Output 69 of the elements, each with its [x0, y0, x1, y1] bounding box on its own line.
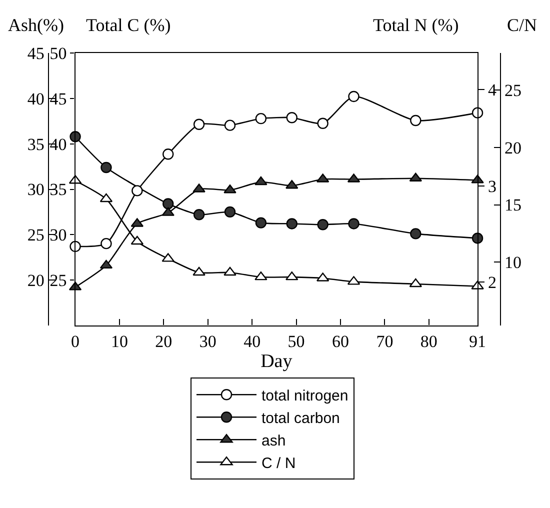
- y-tick-label: 40: [50, 134, 67, 154]
- point: [193, 118, 205, 130]
- point: [255, 217, 267, 228]
- x-tick-label: 70: [376, 332, 394, 351]
- y3-tick-label: 25: [27, 226, 44, 245]
- y-tick-label: 35: [50, 180, 67, 200]
- y2-tick-label: 3: [488, 176, 497, 196]
- x-tick-label: 91: [469, 332, 486, 351]
- point: [132, 185, 143, 196]
- point: [409, 278, 422, 288]
- x-tick-label: 40: [244, 332, 261, 351]
- point: [348, 90, 360, 102]
- x-tick-label: 30: [199, 332, 216, 351]
- y3-tick-label: 45: [27, 44, 44, 64]
- point: [410, 114, 422, 126]
- point: [162, 198, 174, 210]
- y-tick-label: 20: [504, 138, 522, 158]
- y2-tick-label: 4: [488, 80, 498, 100]
- y3-tick-label: 35: [27, 134, 44, 154]
- y3-axis-title: Ash(%): [8, 15, 64, 35]
- point: [317, 118, 328, 129]
- y-tick-label: 25: [504, 80, 522, 100]
- point: [472, 107, 484, 118]
- x-tick-label: 20: [155, 332, 172, 351]
- y2-axis-title: Total N (%): [373, 15, 459, 35]
- point: [286, 271, 298, 280]
- y-tick-label: 30: [50, 226, 67, 245]
- y-tick-label: 45: [50, 90, 67, 109]
- point: [162, 148, 174, 160]
- point: [317, 219, 328, 230]
- point: [100, 238, 112, 250]
- point: [70, 240, 81, 252]
- legend-label: total carbon: [262, 410, 340, 427]
- y-tick-label: 50: [50, 44, 67, 64]
- y2-tick-label: 2: [488, 272, 497, 292]
- point: [255, 112, 267, 124]
- point: [348, 218, 360, 230]
- point: [224, 120, 236, 131]
- point: [224, 206, 236, 218]
- legend-label: ash: [262, 432, 286, 450]
- point: [100, 193, 113, 202]
- point: [410, 228, 422, 240]
- y-axis-title: Total C (%): [86, 15, 171, 35]
- y3-tick-label: 40: [27, 90, 44, 109]
- point: [192, 266, 206, 276]
- x-tick-label: 60: [332, 332, 350, 351]
- x-axis-title: Day: [260, 350, 293, 372]
- y3-tick-label: 20: [27, 270, 44, 290]
- point: [254, 176, 268, 186]
- legend-label: total nitrogen: [262, 387, 348, 404]
- point: [130, 236, 144, 245]
- point: [193, 209, 205, 220]
- y3-tick-label: 30: [27, 180, 44, 200]
- point: [254, 271, 268, 280]
- point: [224, 266, 236, 276]
- y-tick-label: 10: [504, 253, 522, 272]
- x-tick-label: 80: [420, 332, 438, 351]
- y-axis-title: C/N: [507, 15, 538, 35]
- x-tick-label: 0: [71, 332, 80, 351]
- point: [286, 218, 298, 230]
- point: [286, 112, 298, 124]
- y-tick-label: 15: [504, 196, 522, 215]
- point: [472, 232, 484, 244]
- y-tick-label: 25: [50, 270, 67, 290]
- point: [100, 260, 113, 269]
- x-tick-label: 50: [288, 332, 305, 351]
- legend-label: C / N: [262, 454, 296, 472]
- x-tick-label: 10: [110, 332, 128, 351]
- point: [100, 162, 112, 174]
